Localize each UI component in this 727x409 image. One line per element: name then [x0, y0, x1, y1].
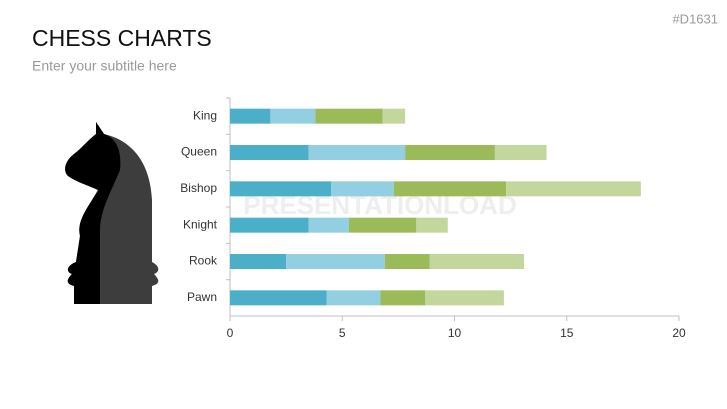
- bar-segment: [382, 108, 406, 124]
- bar-segment: [494, 145, 547, 160]
- bar-segment: [326, 290, 381, 306]
- bar-segment: [230, 290, 327, 306]
- x-tick-label: 10: [448, 326, 462, 340]
- bar-segment: [315, 108, 383, 124]
- bar-segment: [393, 181, 507, 197]
- bar-segment: [331, 181, 394, 197]
- bar-segment: [416, 217, 448, 233]
- bar-segment: [230, 108, 271, 124]
- slide-id: #D1631: [672, 11, 718, 26]
- y-tick-label: Queen: [181, 145, 217, 159]
- subtitle: Enter your subtitle here: [32, 58, 177, 74]
- y-tick-label: Bishop: [180, 181, 217, 195]
- bar-segment: [506, 181, 641, 197]
- bar-segment: [286, 254, 385, 269]
- bar-segment: [230, 181, 332, 197]
- x-tick-label: 15: [560, 326, 574, 340]
- y-tick-label: Rook: [189, 254, 218, 268]
- bar-segment: [384, 254, 430, 269]
- bar-segment: [230, 254, 287, 269]
- x-tick-label: 20: [672, 326, 686, 340]
- y-tick-label: Knight: [183, 217, 218, 231]
- bar-segment: [425, 290, 504, 306]
- x-tick-label: 5: [339, 326, 346, 340]
- bar-segment: [308, 145, 406, 160]
- bar-segment: [405, 145, 495, 160]
- x-tick-label: 0: [227, 326, 234, 340]
- bar-segment: [429, 254, 525, 269]
- y-tick-label: King: [193, 108, 217, 122]
- bar-segment: [348, 217, 417, 233]
- bar-segment: [230, 217, 309, 233]
- title: CHESS CHARTS: [32, 25, 212, 51]
- y-tick-label: Pawn: [187, 290, 217, 304]
- knight-icon: [65, 122, 159, 304]
- bar-segment: [308, 217, 349, 233]
- bar-segment: [270, 108, 316, 124]
- bar-segment: [380, 290, 426, 306]
- bar-segment: [230, 145, 309, 160]
